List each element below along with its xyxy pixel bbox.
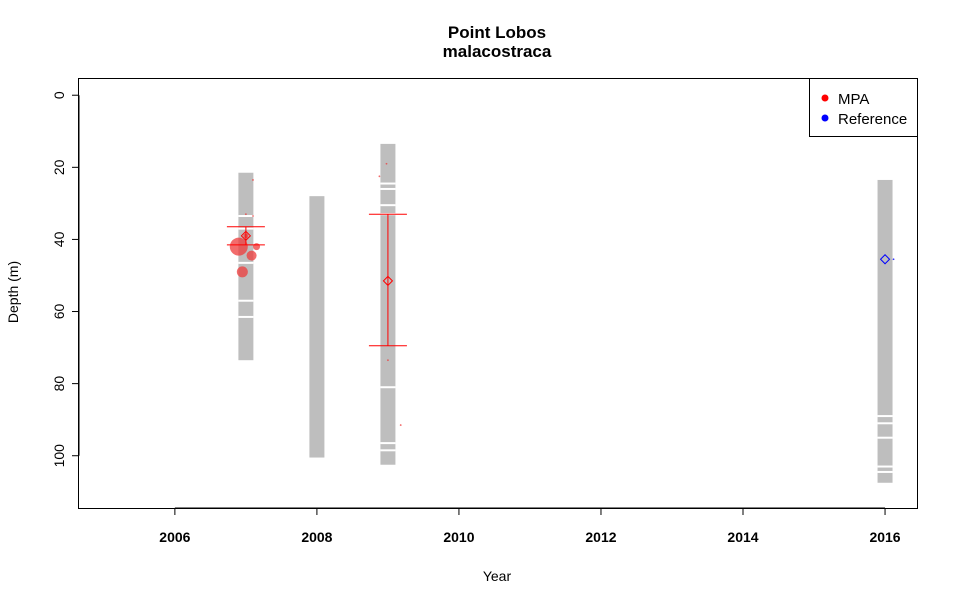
data-point-mpa bbox=[252, 215, 254, 217]
chart-subtitle: malacostraca bbox=[443, 42, 552, 61]
legend-marker-mpa bbox=[821, 94, 829, 102]
mean-marker-mpa bbox=[382, 275, 394, 287]
x-tick-label: 2006 bbox=[159, 529, 190, 545]
legend-label-mpa: MPA bbox=[838, 91, 869, 108]
y-tick-label: 80 bbox=[51, 376, 67, 392]
y-tick-label: 0 bbox=[51, 91, 67, 99]
data-point-mpa bbox=[252, 179, 254, 181]
data-point-mpa bbox=[246, 250, 257, 261]
legend: MPA Reference bbox=[809, 78, 918, 137]
x-tick-label: 2012 bbox=[585, 529, 616, 545]
legend-marker-reference bbox=[821, 114, 829, 122]
data-point-mpa bbox=[385, 162, 388, 165]
y-axis-label: Depth (m) bbox=[5, 261, 21, 323]
data-point-reference bbox=[892, 258, 895, 261]
y-tick-label: 20 bbox=[51, 159, 67, 175]
x-axis-label: Year bbox=[483, 568, 512, 584]
data-point-mpa bbox=[229, 237, 248, 256]
data-point-mpa bbox=[399, 424, 402, 426]
x-tick-label: 2016 bbox=[869, 529, 900, 545]
sampling-bar-2016 bbox=[877, 179, 893, 483]
data-point-mpa bbox=[387, 359, 389, 362]
chart-title: Point Lobos bbox=[448, 23, 546, 42]
x-tick-label: 2008 bbox=[301, 529, 332, 545]
x-tick-label: 2014 bbox=[727, 529, 758, 545]
plot-area bbox=[226, 143, 895, 483]
sampling-bar-2007 bbox=[238, 172, 254, 361]
y-tick-label: 100 bbox=[51, 444, 67, 468]
data-point-mpa bbox=[236, 266, 248, 278]
y-tick-label: 60 bbox=[51, 304, 67, 320]
data-point-mpa bbox=[378, 175, 381, 178]
legend-box bbox=[809, 78, 918, 137]
axes: 2006 2008 2010 2012 2014 2016 0 20 40 60 80 100 bbox=[51, 91, 901, 545]
y-tick-label: 40 bbox=[51, 231, 67, 247]
data-point-mpa bbox=[253, 243, 261, 251]
mean-marker-reference bbox=[879, 254, 891, 265]
data-point-mpa bbox=[244, 213, 247, 216]
sampling-bar-2008 bbox=[309, 196, 325, 458]
mean-marker-mpa bbox=[240, 230, 252, 242]
legend-label-reference: Reference bbox=[838, 111, 907, 128]
x-tick-label: 2010 bbox=[443, 529, 474, 545]
